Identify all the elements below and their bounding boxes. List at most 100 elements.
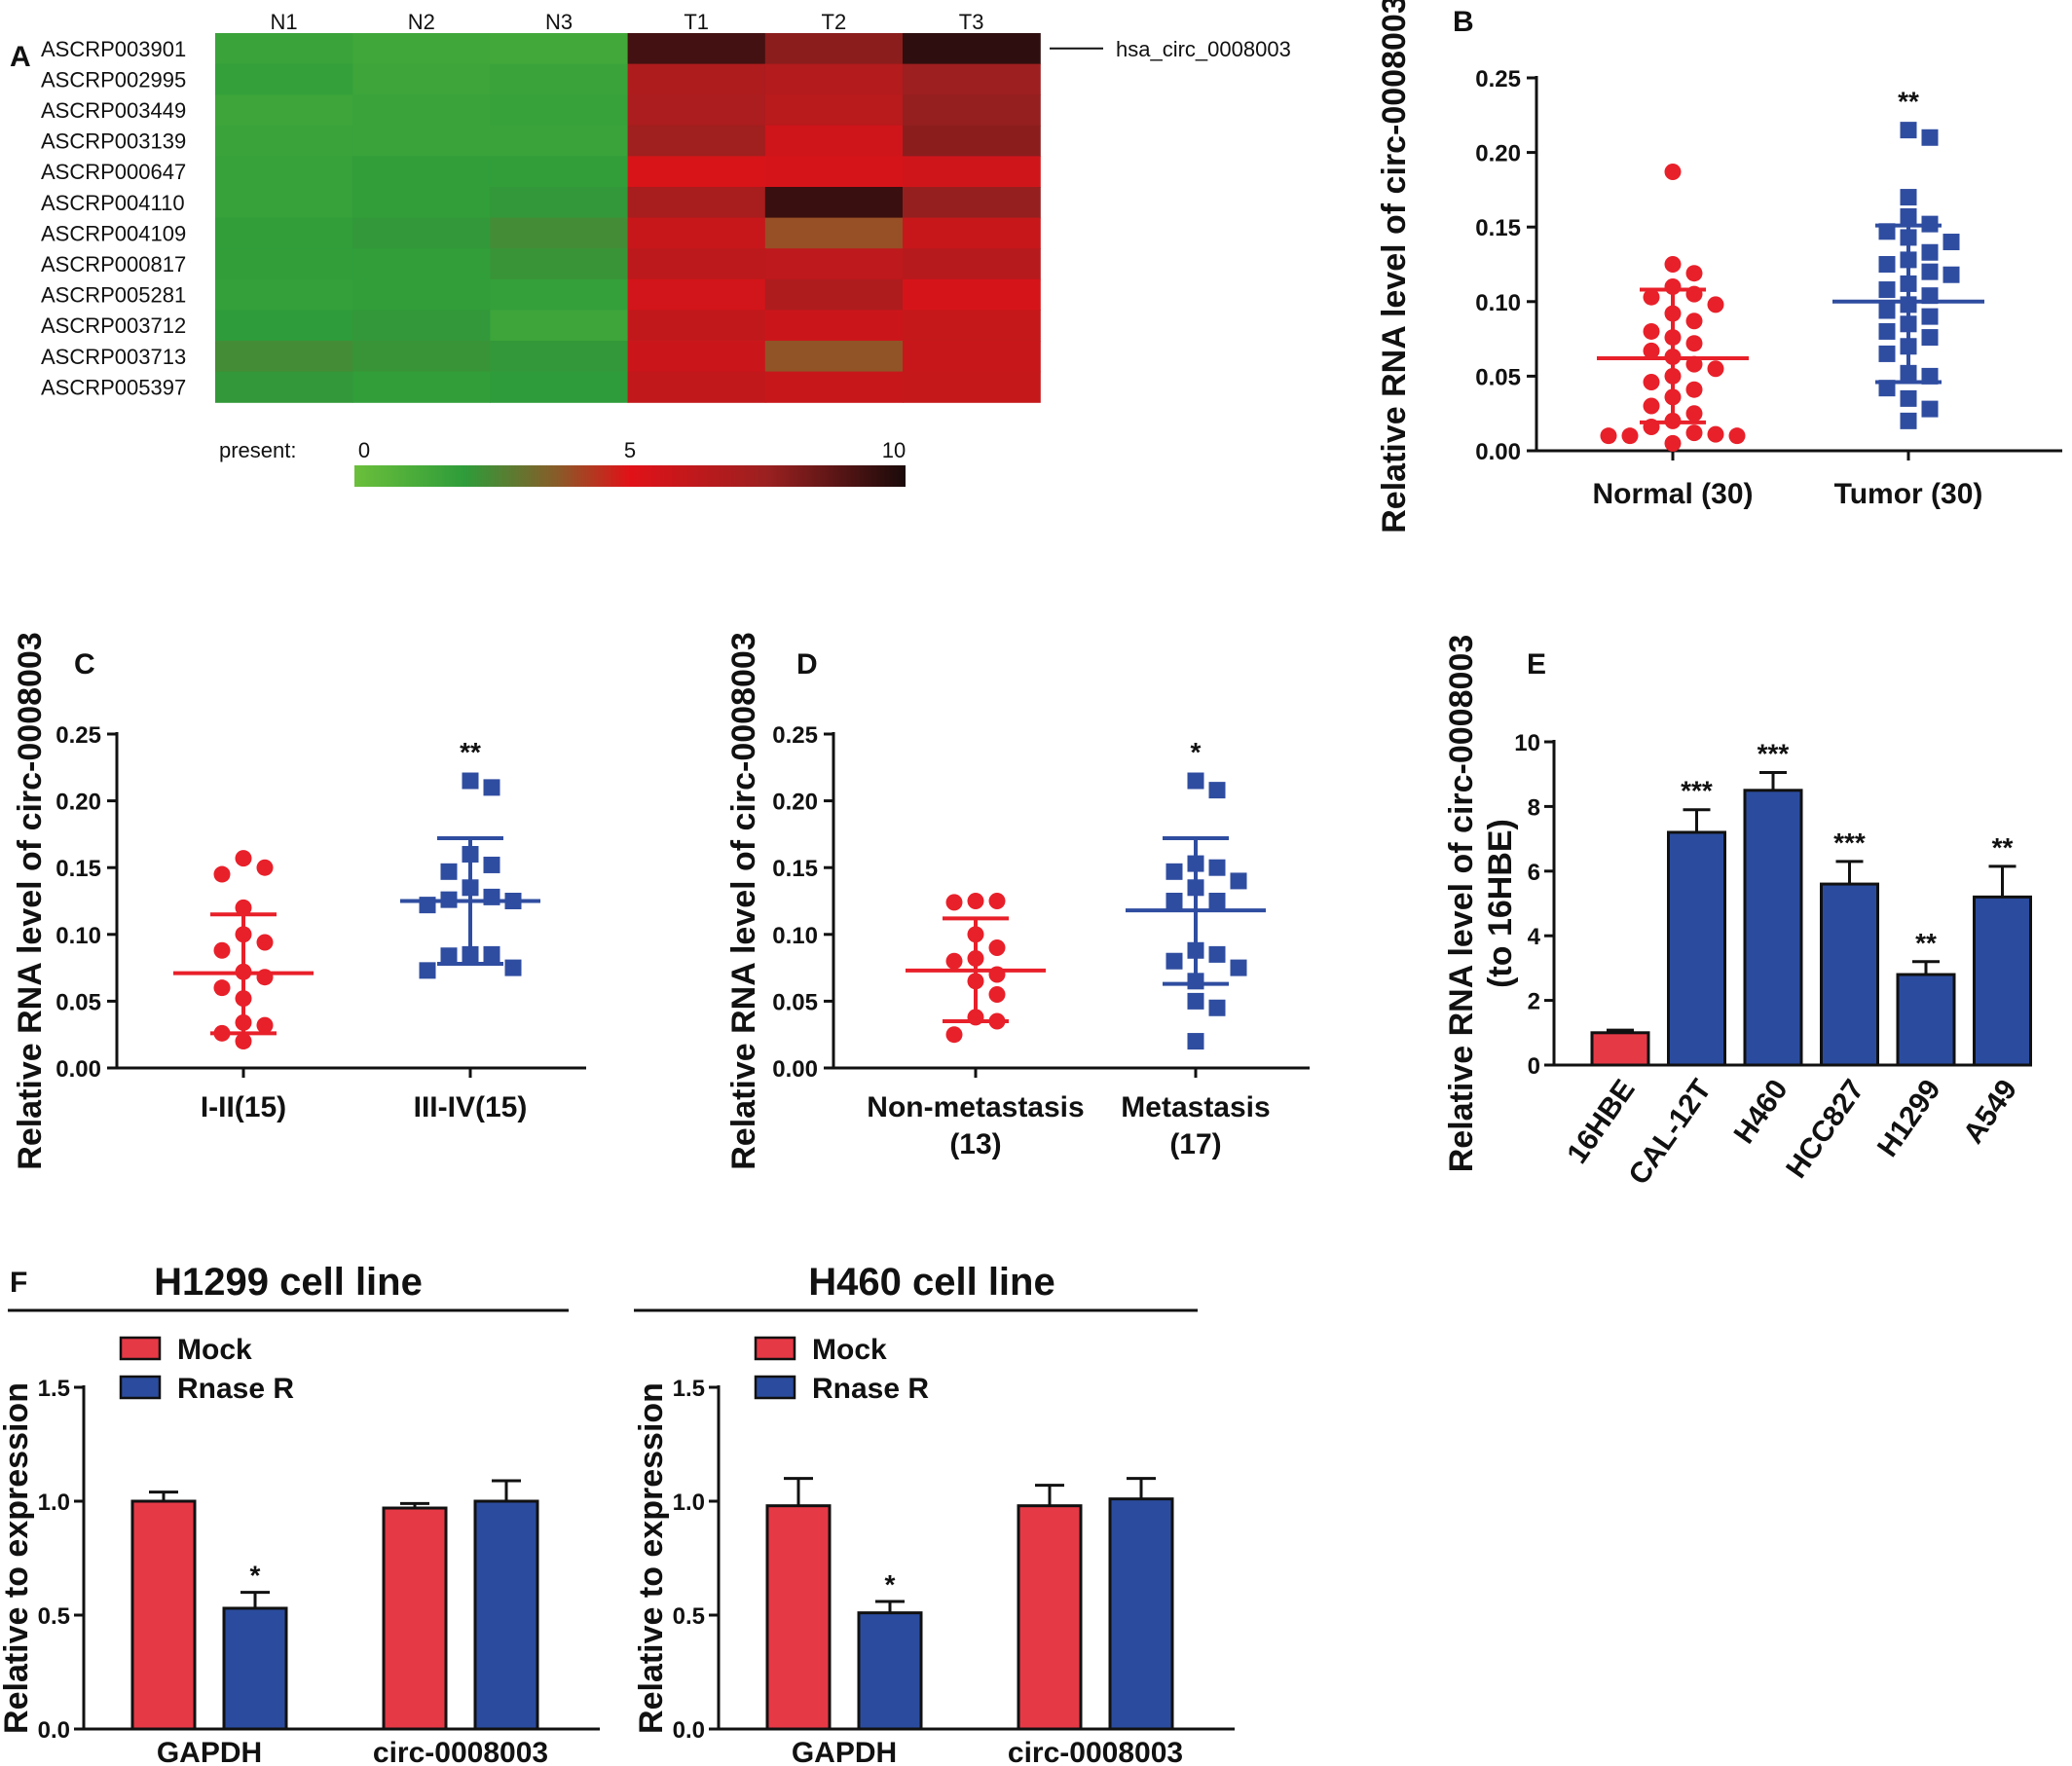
heatmap-cell bbox=[764, 156, 904, 188]
heatmap-cell bbox=[764, 278, 904, 311]
bar bbox=[1667, 830, 1726, 1067]
heatmap-cell bbox=[490, 310, 629, 342]
heatmap-column-label: T1 bbox=[684, 10, 709, 34]
heatmap-cell bbox=[627, 63, 766, 95]
significance-mark: *** bbox=[1681, 776, 1713, 806]
legend-label: Mock bbox=[177, 1334, 252, 1366]
heatmap-cell bbox=[352, 94, 491, 127]
data-point bbox=[1900, 122, 1917, 139]
bar bbox=[222, 1606, 288, 1731]
heatmap-cell bbox=[903, 248, 1041, 280]
heatmap-row-label: ASCRP003713 bbox=[41, 345, 186, 369]
panel-letter-a: A bbox=[10, 41, 31, 73]
data-point bbox=[1707, 425, 1724, 443]
y-axis-label: Relative to expression bbox=[633, 1382, 670, 1734]
data-point bbox=[483, 945, 500, 963]
heatmap-cell bbox=[627, 371, 766, 403]
panel-letter-f: F bbox=[10, 1267, 27, 1299]
heatmap-cell bbox=[903, 371, 1041, 403]
y-tick-label: 2 bbox=[1528, 989, 1540, 1015]
data-point bbox=[235, 899, 252, 916]
legend-label: Rnase R bbox=[812, 1373, 929, 1405]
significance-mark: ** bbox=[460, 737, 481, 767]
x-category-label: Non-metastasis bbox=[867, 1091, 1084, 1123]
y-tick-label: 1.0 bbox=[673, 1490, 705, 1516]
x-category-label: HCC827 bbox=[1780, 1074, 1870, 1184]
significance-mark: * bbox=[1191, 737, 1202, 767]
heatmap-column-label: T3 bbox=[959, 10, 984, 34]
data-point bbox=[1664, 164, 1682, 181]
data-point bbox=[1187, 1033, 1204, 1050]
panel-letter-d: D bbox=[796, 648, 818, 681]
x-category-label: A549 bbox=[1957, 1074, 2023, 1150]
heatmap-cell bbox=[490, 248, 629, 280]
data-point bbox=[1166, 863, 1183, 880]
heatmap-row-label: ASCRP005281 bbox=[41, 283, 186, 308]
significance-mark: * bbox=[250, 1561, 261, 1591]
heatmap-cell bbox=[490, 63, 629, 95]
colorbar-label: present: bbox=[219, 438, 297, 462]
data-point bbox=[1208, 893, 1226, 909]
data-point bbox=[945, 894, 963, 911]
data-point bbox=[1921, 329, 1939, 347]
data-point bbox=[1166, 952, 1183, 970]
data-point bbox=[1600, 427, 1617, 445]
heatmap-cell bbox=[903, 33, 1041, 65]
data-point bbox=[1685, 381, 1703, 398]
heatmap-cell bbox=[490, 156, 629, 188]
y-axis-label: Relative RNA level of circ-0008003 bbox=[1443, 635, 1480, 1172]
heatmap-cell bbox=[215, 33, 353, 65]
colorbar-tick: 0 bbox=[358, 438, 370, 462]
y-tick-label: 0.15 bbox=[56, 856, 101, 882]
y-tick-label: 0.25 bbox=[772, 722, 818, 749]
legend-swatch bbox=[119, 1375, 162, 1400]
y-tick-label: 0 bbox=[1528, 1053, 1540, 1080]
data-point bbox=[440, 863, 458, 880]
legend-swatch bbox=[754, 1375, 796, 1400]
heatmap-cell bbox=[490, 371, 629, 403]
heatmap-cell bbox=[764, 371, 904, 403]
x-category-label: H1299 bbox=[1871, 1074, 1947, 1162]
heatmap-cell bbox=[215, 156, 353, 188]
x-category-label: (13) bbox=[949, 1128, 1001, 1160]
heatmap-cell bbox=[490, 125, 629, 157]
heatmap-cell bbox=[352, 63, 491, 95]
heatmap-cell bbox=[764, 125, 904, 157]
x-category-label: III-IV(15) bbox=[414, 1091, 528, 1123]
y-tick-label: 0.10 bbox=[772, 923, 818, 949]
significance-mark: ** bbox=[1992, 832, 2014, 863]
data-point bbox=[1878, 256, 1896, 273]
heatmap-cell bbox=[352, 248, 491, 280]
data-point bbox=[483, 779, 500, 796]
panel-letter-c: C bbox=[74, 648, 95, 681]
heatmap-cell bbox=[215, 63, 353, 95]
y-tick-label: 0.5 bbox=[38, 1603, 70, 1630]
y-tick-label: 0.0 bbox=[38, 1717, 70, 1744]
y-tick-label: 0.20 bbox=[56, 790, 101, 816]
y-axis-label-line2: (to 16HBE) bbox=[1482, 819, 1519, 988]
data-point bbox=[1208, 859, 1226, 876]
legend-label: Rnase R bbox=[177, 1373, 294, 1405]
data-point bbox=[1208, 782, 1226, 799]
panel-letter-b: B bbox=[1453, 6, 1474, 38]
x-category-label: GAPDH bbox=[792, 1737, 897, 1766]
data-point bbox=[1685, 335, 1703, 352]
significance-mark: * bbox=[885, 1569, 896, 1600]
y-tick-label: 0.20 bbox=[772, 790, 818, 816]
y-axis-label: Relative RNA level of circ-0008003 bbox=[725, 632, 762, 1169]
bar bbox=[1896, 973, 1956, 1067]
bar bbox=[130, 1499, 197, 1731]
data-point bbox=[419, 962, 436, 979]
data-point bbox=[1208, 945, 1226, 963]
data-point bbox=[1685, 265, 1703, 282]
x-category-label: circ-0008003 bbox=[373, 1737, 548, 1766]
data-point bbox=[483, 856, 500, 873]
data-point bbox=[504, 959, 522, 976]
bar bbox=[1590, 1031, 1650, 1067]
y-tick-label: 0.20 bbox=[1475, 141, 1521, 167]
y-tick-label: 0.0 bbox=[673, 1717, 705, 1744]
x-category-label: GAPDH bbox=[157, 1737, 262, 1766]
significance-mark: *** bbox=[1833, 828, 1866, 858]
annotation-label: hsa_circ_0008003 bbox=[1116, 37, 1291, 61]
